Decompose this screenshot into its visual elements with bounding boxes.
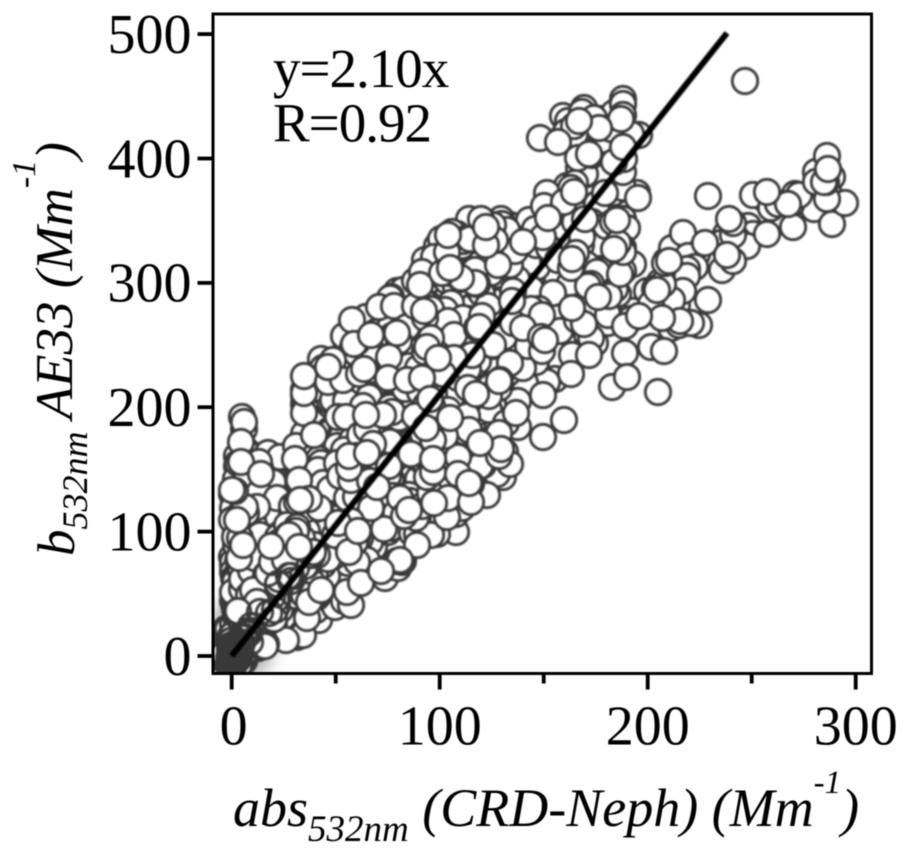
svg-text:0: 0: [220, 696, 248, 758]
svg-text:200: 200: [108, 377, 192, 439]
svg-text:200: 200: [606, 696, 690, 758]
svg-text:500: 500: [108, 4, 192, 66]
svg-text:400: 400: [108, 128, 192, 190]
svg-text:300: 300: [108, 253, 192, 315]
svg-text:100: 100: [108, 501, 192, 563]
svg-text:300: 300: [814, 696, 898, 758]
svg-text:0: 0: [164, 626, 192, 688]
svg-text:R=0.92: R=0.92: [273, 93, 431, 154]
svg-text:y=2.10x: y=2.10x: [273, 38, 449, 99]
svg-text:100: 100: [398, 696, 482, 758]
